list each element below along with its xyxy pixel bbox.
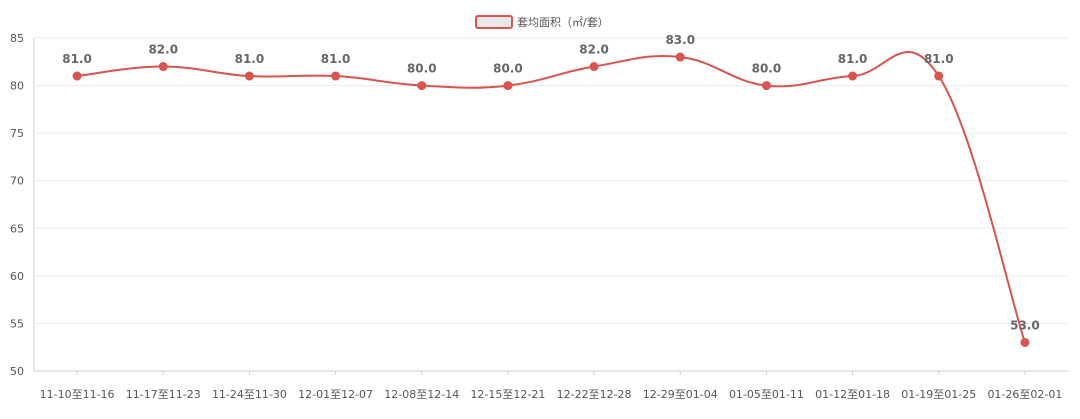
data-point [934,71,944,81]
legend-swatch [475,15,513,29]
data-label: 81.0 [838,52,868,66]
data-points [72,52,1030,347]
x-tick-label: 12-08至12-14 [384,388,459,401]
y-tick-label: 60 [10,270,24,283]
axes [33,38,1068,372]
data-label: 53.0 [1010,318,1040,332]
data-point [72,71,82,81]
y-tick-label: 70 [10,175,24,188]
x-tick-label: 01-19至01-25 [901,388,976,401]
x-tick-label: 12-01至12-07 [298,388,373,401]
y-tick-label: 65 [10,222,24,235]
data-label: 82.0 [579,43,609,57]
x-tick-label: 01-05至01-11 [729,388,804,401]
x-tick-label: 12-22至12-28 [557,388,632,401]
legend-label: 套均面积（㎡/套） [517,16,609,29]
data-point [158,62,168,72]
y-tick-label: 80 [10,80,24,93]
x-tick-label: 01-12至01-18 [815,388,890,401]
data-point [675,52,685,62]
x-tick-label: 01-26至02-01 [987,388,1062,401]
x-tick-label: 11-24至11-30 [212,388,287,401]
data-point [848,71,858,81]
data-labels: 81.0 82.0 81.0 81.0 80.0 80.0 82.0 83.0 80.0 81.0… [62,33,1039,332]
data-label: 80.0 [493,62,523,76]
data-label: 81.0 [924,52,954,66]
data-label: 81.0 [62,52,92,66]
x-tick-label: 11-10至11-16 [40,388,115,401]
x-tick-label: 11-17至11-23 [126,388,201,401]
legend[interactable]: 套均面积（㎡/套） [475,15,609,29]
y-tick-label: 85 [10,32,24,45]
x-tick-label: 12-15至12-21 [470,388,545,401]
data-point [331,71,341,81]
data-label: 81.0 [235,52,265,66]
data-point [761,81,771,91]
y-tick-label: 55 [10,317,24,330]
data-point [1020,337,1030,347]
data-point [589,62,599,72]
y-tick-label: 50 [10,365,24,378]
data-point [244,71,254,81]
data-label: 80.0 [407,62,437,76]
data-label: 82.0 [148,43,178,57]
x-axis-ticks: 11-10至11-16 11-17至11-23 11-24至11-30 12-01至1… [40,371,1062,401]
data-point [417,81,427,91]
grid-lines [34,37,1068,324]
y-axis-ticks: 50 55 60 65 70 75 80 85 [10,32,24,378]
series-line [76,51,1026,343]
y-tick-label: 75 [10,127,24,140]
data-label: 81.0 [321,52,351,66]
x-tick-label: 12-29至01-04 [643,388,718,401]
series-line-path [76,51,1026,343]
data-point [503,81,513,91]
data-label: 83.0 [665,33,695,47]
data-label: 80.0 [752,62,782,76]
